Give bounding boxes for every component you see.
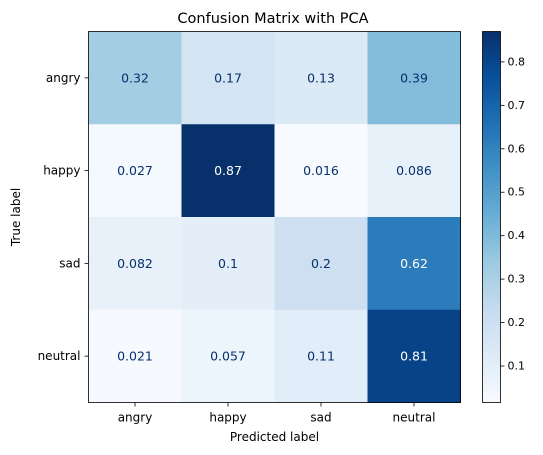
cell-value-label: 0.016 — [303, 163, 339, 178]
heatmap-cell — [88, 309, 182, 403]
y-tick-label: neutral — [38, 349, 81, 363]
colorbar-tick-label: 0.6 — [508, 142, 526, 155]
cell-value-label: 0.87 — [214, 163, 242, 178]
colorbar-tick-label: 0.7 — [508, 99, 526, 112]
heatmap-cells — [88, 31, 461, 403]
plot-frame — [88, 31, 461, 403]
heatmap-cell — [88, 217, 182, 311]
heatmap-cell — [181, 31, 275, 125]
heatmap-cell — [181, 124, 275, 218]
colorbar-tick-label: 0.3 — [508, 273, 526, 286]
colorbar-tick-label: 0.2 — [508, 316, 526, 329]
cell-value-label: 0.39 — [400, 70, 428, 85]
colorbar-ticks: 0.1 0.2 0.3 0.4 0.5 0.6 0.7 0.8 — [500, 55, 526, 373]
cell-value-label: 0.021 — [117, 349, 153, 364]
heatmap-cell — [367, 309, 461, 403]
y-tick-label: happy — [43, 164, 80, 178]
cell-value-label: 0.086 — [396, 163, 432, 178]
x-axis-label: Predicted label — [230, 430, 319, 444]
colorbar-tick-label: 0.1 — [508, 360, 526, 373]
x-tick-label: sad — [310, 411, 331, 425]
cell-value-label: 0.027 — [117, 163, 153, 178]
cell-value-label: 0.13 — [307, 70, 335, 85]
cell-value-label: 0.81 — [400, 349, 428, 364]
colorbar-tick-label: 0.8 — [508, 55, 526, 68]
heatmap-cell — [274, 124, 368, 218]
heatmap-cell — [274, 217, 368, 311]
heatmap-cell — [274, 309, 368, 403]
heatmap-cell — [367, 124, 461, 218]
cell-value-label: 0.17 — [214, 70, 242, 85]
cell-value-label: 0.2 — [311, 256, 331, 271]
y-axis-ticks: angry happy sad neutral — [38, 71, 89, 363]
cell-value-label: 0.1 — [218, 256, 238, 271]
heatmap-cell-labels: 0.32 0.17 0.13 0.39 0.027 0.87 0.016 0.086 0.082… — [117, 70, 432, 363]
x-tick-label: angry — [118, 411, 153, 425]
heatmap-cell — [274, 31, 368, 125]
x-tick-label: neutral — [393, 411, 436, 425]
cell-value-label: 0.057 — [210, 349, 246, 364]
heatmap-cell — [181, 309, 275, 403]
cell-value-label: 0.082 — [117, 256, 153, 271]
cell-value-label: 0.32 — [121, 70, 149, 85]
chart-title: Confusion Matrix with PCA — [177, 11, 368, 27]
x-tick-label: happy — [209, 411, 246, 425]
colorbar-tick-label: 0.5 — [508, 186, 526, 199]
colorbar — [482, 31, 501, 403]
y-tick-label: sad — [59, 256, 80, 270]
y-axis-label: True label — [9, 188, 23, 247]
colorbar-tick-label: 0.4 — [508, 229, 526, 242]
y-tick-label: angry — [46, 71, 81, 85]
heatmap-cell — [88, 31, 182, 125]
heatmap-cell — [181, 217, 275, 311]
heatmap-cell — [367, 31, 461, 125]
heatmap-cell — [367, 217, 461, 311]
x-axis-ticks: angry happy sad neutral — [118, 402, 436, 425]
cell-value-label: 0.11 — [307, 349, 335, 364]
heatmap-cell — [88, 124, 182, 218]
cell-value-label: 0.62 — [400, 256, 428, 271]
